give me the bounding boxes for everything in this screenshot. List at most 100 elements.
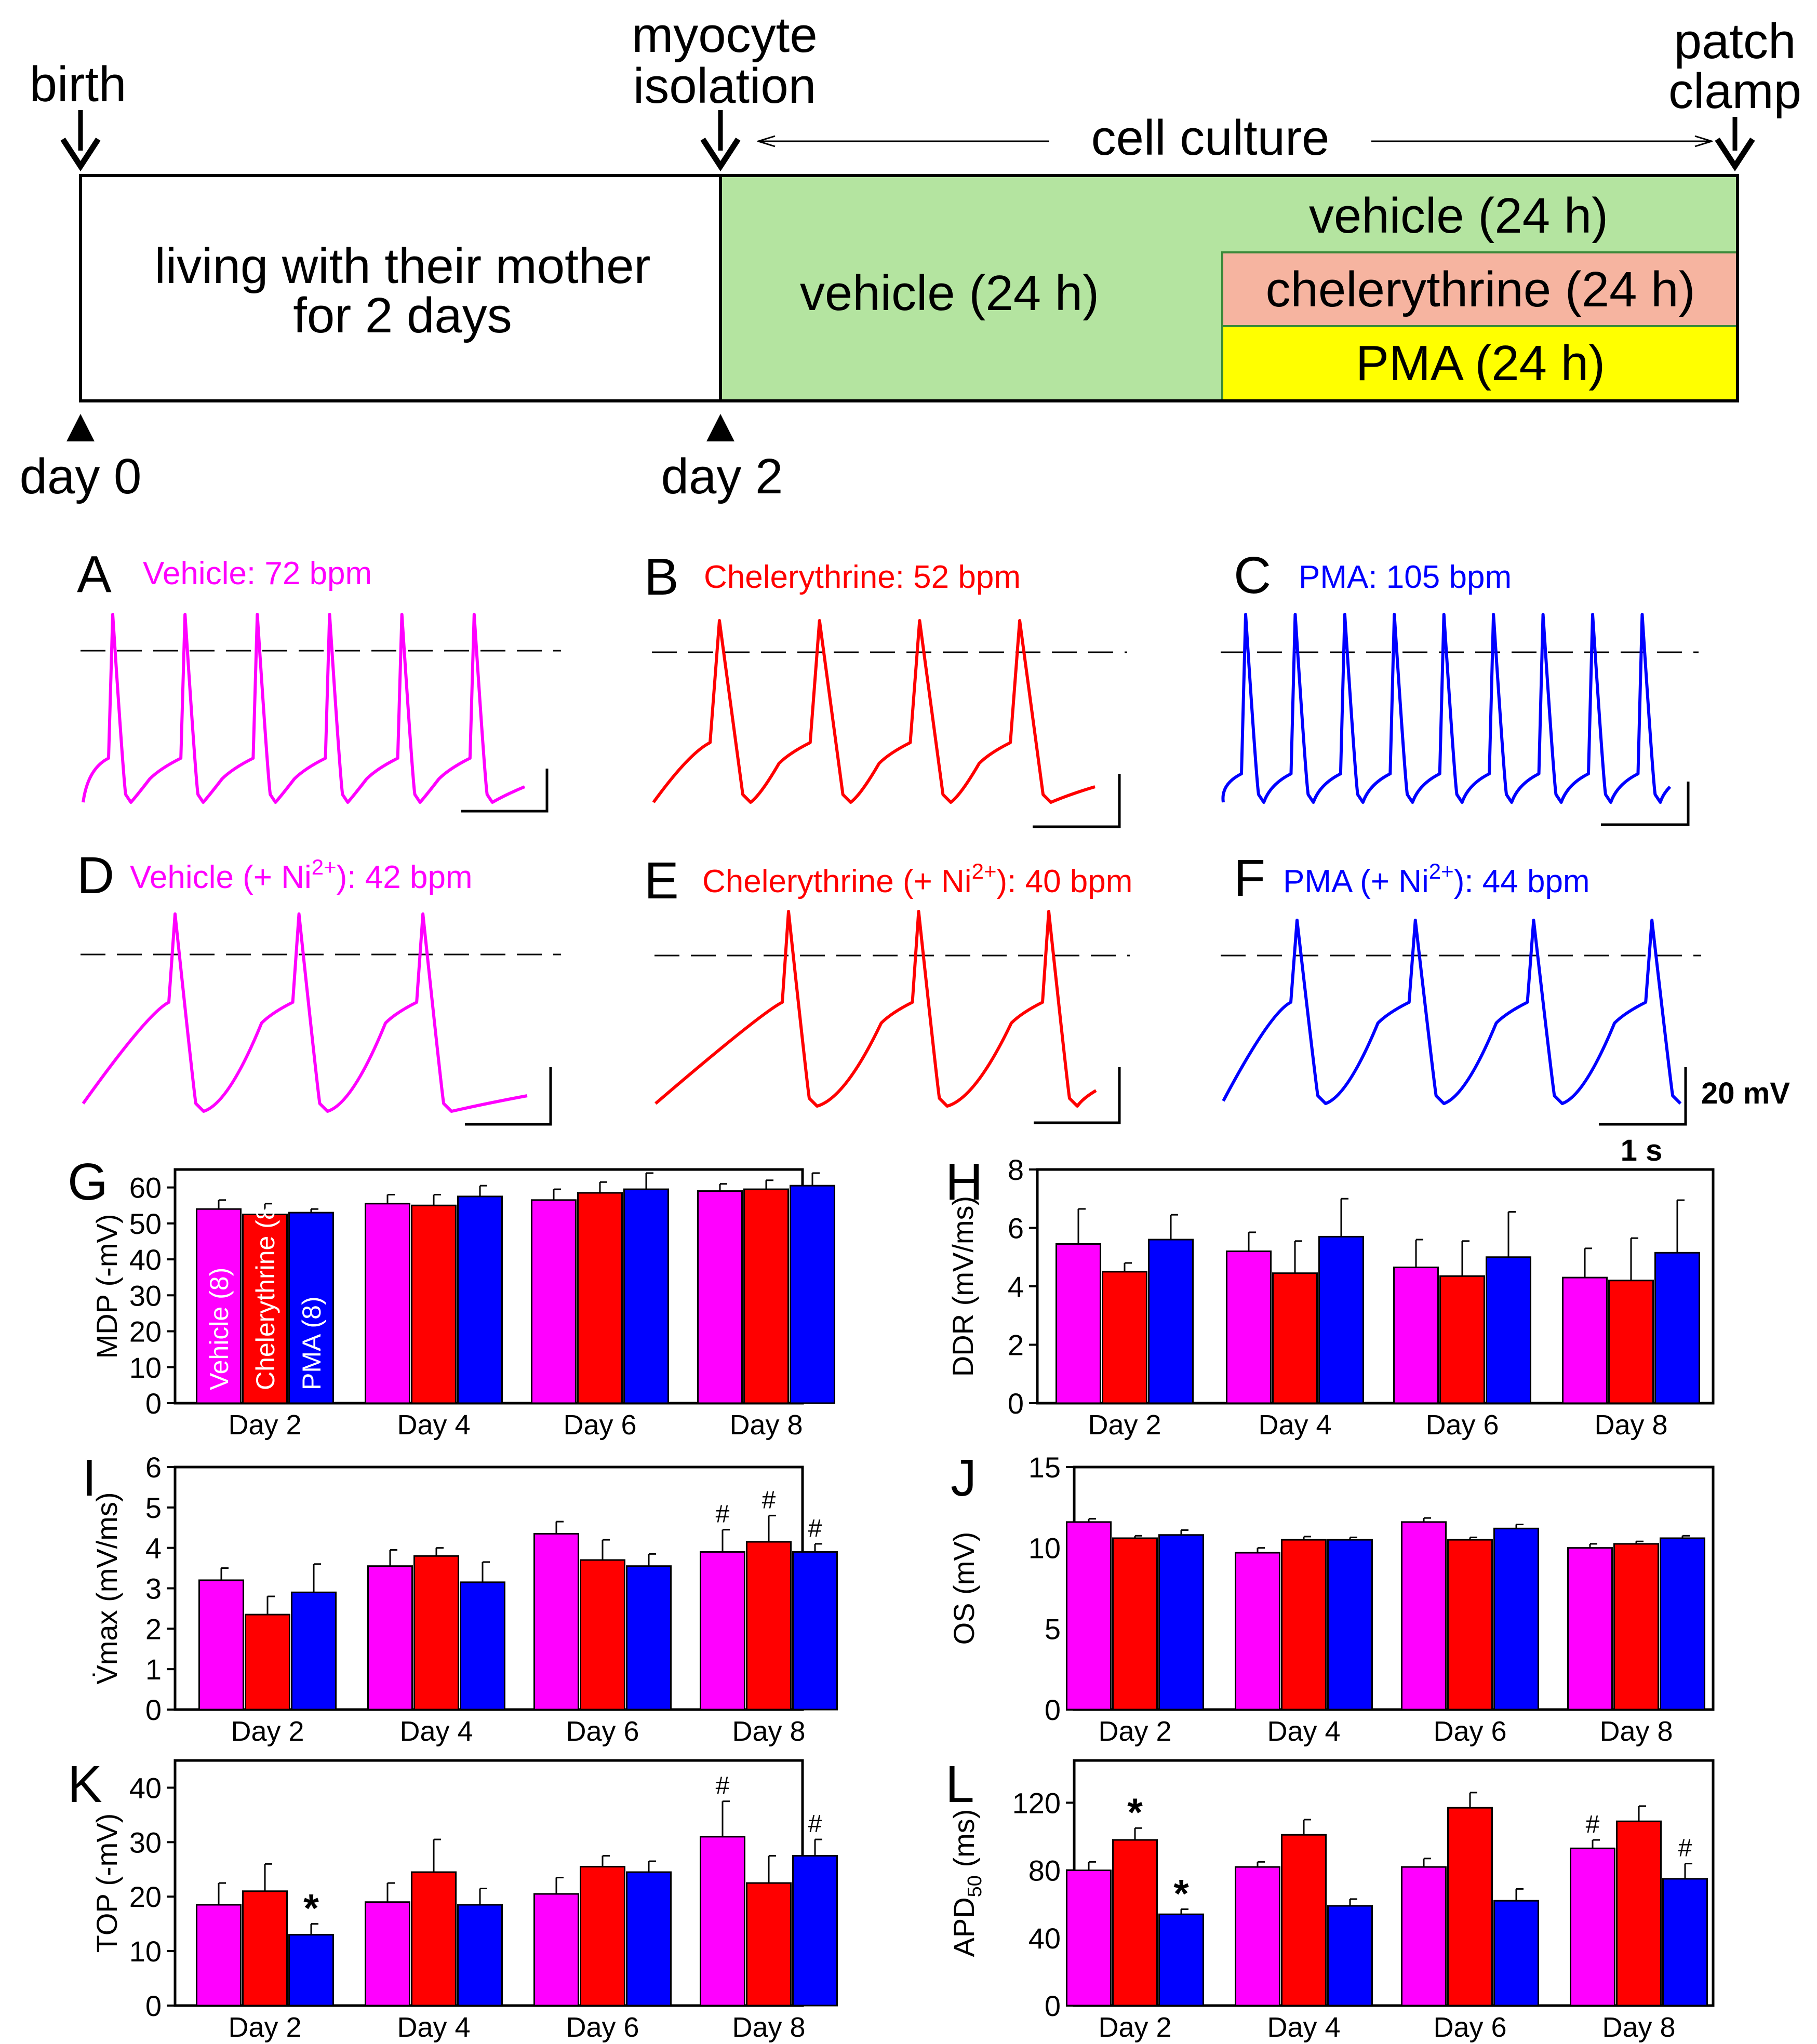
trace-title-B: Chelerythrine: 52 bpm — [704, 559, 1021, 595]
bar — [792, 1855, 838, 2007]
x-tick-label: Day 4 — [1267, 1716, 1340, 1747]
bar — [1327, 1539, 1373, 1711]
legend-label: Chelerythrine (8) — [251, 1197, 280, 1390]
timeline-box-living — [79, 174, 722, 402]
bar — [1493, 1900, 1539, 2007]
bar — [1447, 1807, 1493, 2007]
bar — [1066, 1521, 1112, 1711]
label-living-2: for 2 days — [293, 288, 512, 343]
y-tick-label: 0 — [145, 1693, 162, 1726]
y-tick-label: 10 — [1028, 1532, 1061, 1565]
y-tick-label: 4 — [145, 1532, 162, 1565]
label-clamp: clamp — [1668, 63, 1801, 119]
bar — [746, 1882, 792, 2007]
bar — [245, 1613, 290, 1711]
bar — [1318, 1235, 1364, 1404]
y-axis-label: TOP (-mV) — [90, 1813, 123, 1953]
bar — [1654, 1252, 1700, 1404]
bar — [1562, 1276, 1608, 1404]
scale-bar-C — [1601, 782, 1690, 826]
x-tick-label: Day 2 — [1098, 2012, 1171, 2043]
x-tick-label: Day 4 — [1258, 1409, 1331, 1441]
bar — [457, 1195, 503, 1404]
significance-mark: # — [716, 1501, 730, 1528]
bar — [1327, 1905, 1373, 2007]
panel-L: L 0 40 80 120 # * * # Day 2 Day 4 Day 6 Day 8 APD50 … — [945, 1755, 1715, 2043]
panel-letter-K: K — [68, 1755, 102, 1813]
bar — [367, 1565, 413, 1711]
x-tick-label: Day 4 — [399, 1716, 473, 1747]
trace-panel-C: C PMA: 105 bpm — [1221, 546, 1699, 826]
y-tick-label: 30 — [129, 1826, 162, 1859]
bar — [413, 1555, 459, 1711]
panel-H: H 0 2 4 6 8 Day 2 Day 4 Day 6 Day 8 DDR (mV/ms) — [945, 1153, 1715, 1441]
y-tick-label: 4 — [1008, 1270, 1024, 1303]
x-tick-label: Day 4 — [397, 1409, 470, 1441]
x-tick-label: Day 6 — [1425, 1409, 1499, 1441]
label-day0: day 0 — [20, 449, 142, 504]
x-tick-label: Day 8 — [732, 1716, 805, 1747]
chart-I: 0 1 2 3 4 5 6 # # # Day 2 Day 4 Day 6 Day 8 V̇max (mV/… — [90, 1451, 838, 1747]
y-tick-label: 5 — [145, 1491, 162, 1524]
significance-mark: * — [303, 1887, 319, 1931]
trace-panel-F: F PMA (+ Ni2+): 44 bpm — [1221, 849, 1701, 1126]
x-tick-label: Day 2 — [1088, 1409, 1161, 1441]
bar — [1567, 1547, 1613, 1711]
panel-I: I 0 1 2 3 4 5 6 # # # Day 2 Day 4 Day 6 Day 8 V̇max (m… — [82, 1449, 838, 1747]
bar — [1613, 1543, 1659, 1711]
bar — [1493, 1527, 1539, 1711]
y-axis-label: MDP (-mV) — [90, 1214, 123, 1359]
y-tick-label: 6 — [145, 1451, 162, 1484]
bar — [1608, 1280, 1654, 1404]
bar — [460, 1581, 505, 1711]
trace-panel-E: E Chelerythrine (+ Ni2+): 40 bpm — [644, 852, 1132, 1124]
scale-label-time: 1 s — [1621, 1134, 1663, 1167]
trace-panel-A: A Vehicle: 72 bpm — [77, 545, 561, 813]
significance-mark: # — [1678, 1835, 1692, 1862]
timeline: birth myocyte isolation patch clamp cell… — [20, 7, 1801, 504]
significance-mark: # — [1586, 1811, 1600, 1838]
y-tick-label: 60 — [129, 1172, 162, 1204]
label-patch: patch — [1674, 14, 1796, 69]
bar — [288, 1934, 334, 2007]
y-tick-label: 0 — [1045, 1693, 1061, 1726]
bar — [746, 1541, 792, 1711]
y-tick-label: 40 — [1028, 1922, 1061, 1955]
down-arrow-patch — [1715, 117, 1755, 172]
x-tick-label: Day 6 — [1433, 2012, 1506, 2043]
y-tick-label: 3 — [145, 1572, 162, 1605]
bar — [1447, 1539, 1493, 1711]
bar — [700, 1836, 745, 2007]
x-tick-label: Day 2 — [228, 2012, 301, 2043]
bar — [1393, 1266, 1439, 1404]
legend-label: PMA (8) — [297, 1296, 326, 1390]
trace-title-D: Vehicle (+ Ni2+): 42 bpm — [130, 855, 473, 895]
bar — [626, 1871, 672, 2007]
timeline-box-chelerythrine — [1221, 251, 1739, 327]
significance-mark: * — [1173, 1872, 1189, 1916]
scale-bar-B — [1033, 774, 1121, 828]
bar — [1235, 1866, 1280, 2007]
x-tick-label: Day 2 — [228, 1409, 301, 1441]
trace-B — [652, 619, 1095, 804]
x-tick-label: Day 6 — [1433, 1716, 1506, 1747]
bar — [291, 1591, 337, 1711]
bar — [411, 1871, 457, 2007]
bar — [1112, 1537, 1158, 1711]
bar — [580, 1559, 625, 1711]
bar — [242, 1890, 288, 2007]
y-tick-label: 20 — [129, 1880, 162, 1913]
bar — [1148, 1239, 1194, 1404]
bar — [1439, 1275, 1485, 1404]
bar — [411, 1204, 457, 1404]
significance-mark: # — [808, 1810, 822, 1838]
bar — [792, 1551, 838, 1711]
y-tick-label: 20 — [129, 1315, 162, 1348]
y-tick-label: 10 — [129, 1351, 162, 1384]
trace-title-F: PMA (+ Ni2+): 44 bpm — [1283, 859, 1590, 899]
x-tick-label: Day 8 — [1594, 1409, 1667, 1441]
scale-label-voltage: 20 mV — [1701, 1077, 1790, 1110]
trace-D — [82, 912, 528, 1113]
chart-H: 0 2 4 6 8 Day 2 Day 4 Day 6 Day 8 DDR (mV/ms) — [946, 1153, 1715, 1441]
trace-panel-B: B Chelerythrine: 52 bpm — [644, 548, 1127, 828]
